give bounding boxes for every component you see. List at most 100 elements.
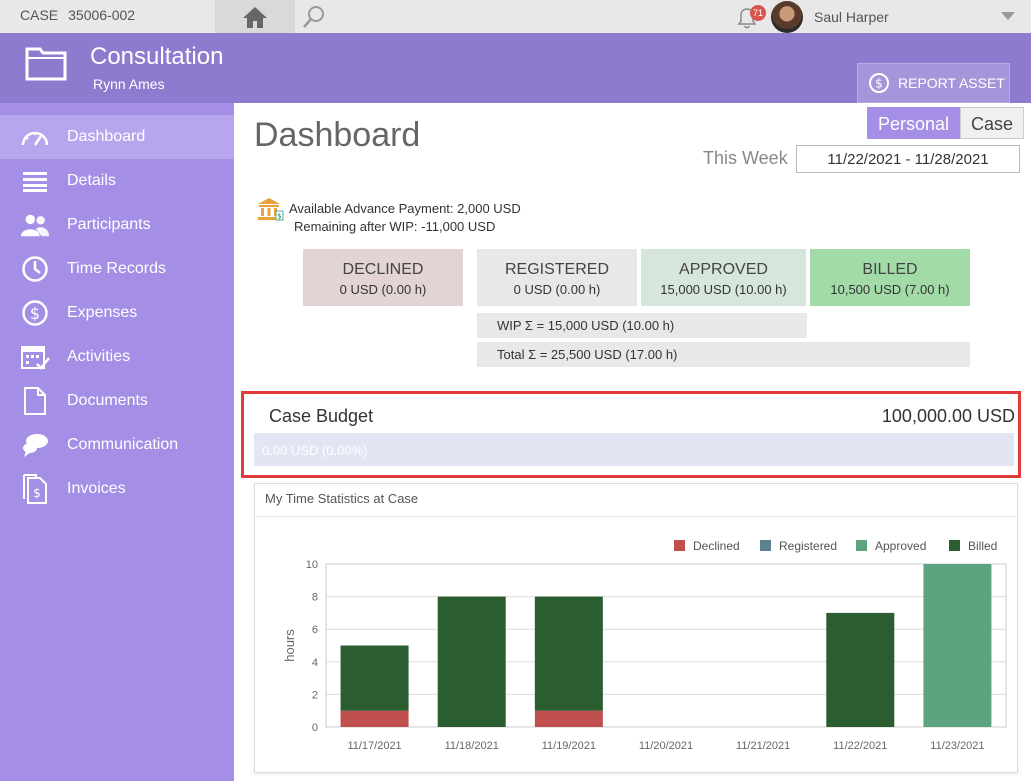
- legend-swatch: [674, 540, 685, 551]
- svg-text:$: $: [277, 213, 281, 221]
- status-title: REGISTERED: [504, 261, 609, 278]
- case-label: CASE: [20, 7, 59, 23]
- sidebar-item-communication[interactable]: Communication: [0, 423, 234, 467]
- sidebar-item-expenses[interactable]: $ Expenses: [0, 291, 234, 335]
- status-value: 0 USD (0.00 h): [513, 282, 601, 297]
- y-tick-label: 2: [312, 689, 318, 701]
- sidebar-item-label: Communication: [67, 436, 179, 453]
- bar-segment: [534, 710, 603, 727]
- sidebar-item-label: Documents: [67, 392, 148, 409]
- sidebar-item-participants[interactable]: Participants: [0, 203, 234, 247]
- week-range-picker[interactable]: 11/22/2021 - 11/28/2021: [796, 145, 1020, 173]
- sidebar-item-activities[interactable]: Activities: [0, 335, 234, 379]
- bar-segment: [923, 564, 992, 727]
- toggle-personal[interactable]: Personal: [867, 107, 961, 139]
- sidebar-item-label: Expenses: [67, 304, 138, 321]
- x-tick-label: 11/23/2021: [930, 740, 984, 752]
- case-header: Consultation Rynn Ames $ REPORT ASSET: [0, 33, 1031, 103]
- people-icon: [20, 210, 50, 240]
- total-sum: Total Σ = 25,500 USD (17.00 h): [477, 342, 970, 367]
- case-id: CASE 35006-002: [20, 7, 135, 23]
- notification-badge: 71: [750, 5, 766, 21]
- legend-label: Declined: [693, 539, 740, 553]
- sidebar-item-label: Dashboard: [67, 128, 146, 145]
- week-label: This Week: [703, 148, 788, 168]
- status-billed: BILLED 10,500 USD (7.00 h): [810, 249, 970, 306]
- y-axis-label: hours: [282, 629, 297, 662]
- svg-text:$: $: [875, 77, 883, 91]
- status-title: APPROVED: [679, 261, 768, 278]
- status-declined: DECLINED 0 USD (0.00 h): [303, 249, 463, 306]
- budget-used: 0.00 USD (0.00%): [262, 443, 368, 458]
- svg-text:$: $: [30, 304, 40, 323]
- x-tick-label: 11/18/2021: [445, 740, 499, 752]
- x-tick-label: 11/21/2021: [736, 740, 790, 752]
- sidebar-item-invoices[interactable]: $ Invoices: [0, 467, 234, 511]
- time-statistics-chart: 0 2 4 6 8 10 hours 11/17/2021 11/18/2021 11/19/20…: [282, 539, 1007, 752]
- top-bar: CASE 35006-002 71 Saul Harper: [0, 0, 1031, 33]
- status-approved: APPROVED 15,000 USD (10.00 h): [641, 249, 806, 306]
- calendar-check-icon: [20, 342, 50, 372]
- home-icon: [243, 6, 267, 28]
- sidebar: Dashboard Details Participants Time Reco…: [0, 103, 234, 781]
- legend-label: Registered: [779, 539, 837, 553]
- wip-sum: WIP Σ = 15,000 USD (10.00 h): [477, 313, 807, 338]
- budget-highlight-frame: [241, 391, 1021, 478]
- chat-icon: [20, 430, 50, 460]
- y-tick-label: 0: [312, 722, 318, 734]
- plot-area: [325, 563, 1007, 728]
- bank-icon: $: [258, 198, 284, 221]
- sidebar-item-label: Invoices: [67, 480, 126, 497]
- status-value: 15,000 USD (10.00 h): [660, 282, 787, 297]
- report-asset-button[interactable]: $ REPORT ASSET: [857, 63, 1010, 103]
- chevron-down-icon[interactable]: [1001, 12, 1015, 20]
- budget-label: Case Budget: [269, 406, 374, 426]
- sidebar-item-details[interactable]: Details: [0, 159, 234, 203]
- status-registered: REGISTERED 0 USD (0.00 h): [477, 249, 637, 306]
- case-title: Consultation: [90, 43, 224, 70]
- x-tick-label: 11/19/2021: [542, 740, 596, 752]
- advance-available: Available Advance Payment: 2,000 USD: [289, 201, 521, 216]
- report-asset-label: REPORT ASSET: [898, 75, 1005, 91]
- bar-segment: [437, 596, 506, 727]
- page-title: Dashboard: [254, 116, 421, 154]
- user-name[interactable]: Saul Harper: [814, 9, 889, 25]
- list-icon: [20, 166, 50, 196]
- advance-payment-info: Available Advance Payment: 2,000 USD Rem…: [289, 200, 521, 236]
- chart-panel-title: My Time Statistics at Case: [265, 491, 419, 506]
- status-title: BILLED: [862, 261, 918, 278]
- home-button[interactable]: [215, 0, 295, 33]
- chart-panel-header: [254, 483, 1018, 517]
- bar-segment: [534, 596, 603, 711]
- status-value: 10,500 USD (7.00 h): [830, 282, 950, 297]
- sidebar-item-label: Details: [67, 172, 116, 189]
- bar-segment: [340, 645, 409, 711]
- scope-toggle: Personal Case: [867, 107, 1025, 139]
- dollar-icon: $: [20, 298, 50, 328]
- sidebar-item-documents[interactable]: Documents: [0, 379, 234, 423]
- x-tick-label: 11/20/2021: [639, 740, 693, 752]
- case-number: 35006-002: [68, 7, 136, 23]
- status-value: 0 USD (0.00 h): [339, 282, 427, 297]
- case-client: Rynn Ames: [93, 76, 165, 92]
- x-tick-label: 11/22/2021: [833, 740, 887, 752]
- y-tick-label: 6: [312, 624, 318, 636]
- dollar-circle-icon: $: [869, 73, 889, 93]
- y-tick-label: 8: [312, 592, 318, 604]
- y-tick-label: 4: [312, 657, 318, 669]
- y-tick-label: 10: [306, 559, 318, 571]
- toggle-case[interactable]: Case: [960, 107, 1025, 139]
- status-title: DECLINED: [342, 261, 424, 278]
- sidebar-item-time-records[interactable]: Time Records: [0, 247, 234, 291]
- document-icon: [20, 386, 50, 416]
- folder-icon: [25, 47, 67, 81]
- sidebar-item-dashboard[interactable]: Dashboard: [0, 115, 234, 159]
- advance-remaining: Remaining after WIP: -11,000 USD: [294, 219, 496, 234]
- avatar[interactable]: [771, 1, 803, 33]
- time-statistics-panel: [254, 483, 1018, 773]
- legend-label: Billed: [968, 539, 997, 553]
- sidebar-item-label: Time Records: [67, 260, 166, 277]
- search-icon[interactable]: [300, 4, 328, 30]
- legend-label: Approved: [875, 539, 926, 553]
- bar-segment: [826, 612, 895, 727]
